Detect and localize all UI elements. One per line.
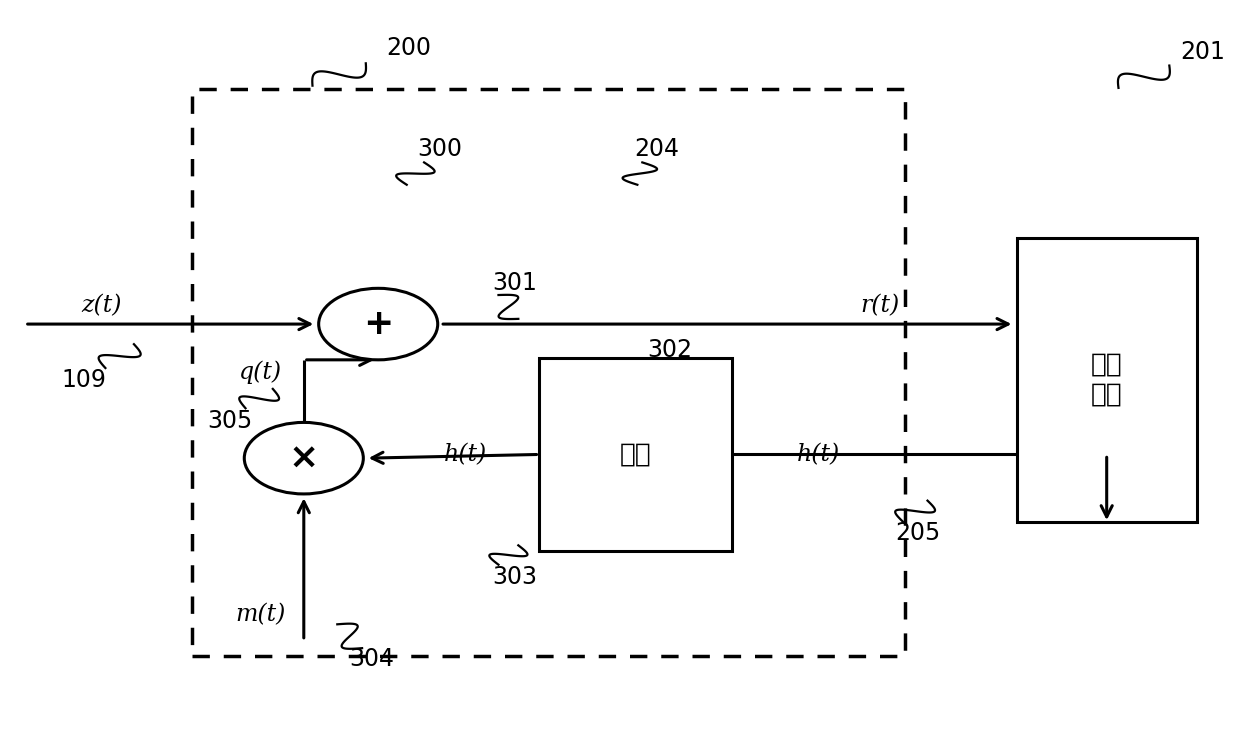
Text: 200: 200: [387, 37, 432, 60]
Text: 205: 205: [895, 521, 940, 545]
Circle shape: [244, 422, 363, 494]
Text: q(t): q(t): [239, 361, 281, 384]
Text: 301: 301: [492, 271, 537, 295]
Text: h(t): h(t): [797, 443, 839, 466]
Bar: [539, 358, 732, 551]
Text: 305: 305: [207, 409, 252, 433]
Bar: [192, 89, 905, 656]
Text: 300: 300: [418, 137, 463, 161]
Text: 模数
转换: 模数 转换: [1091, 352, 1122, 408]
Text: z(t): z(t): [82, 294, 122, 317]
Text: 109: 109: [62, 368, 107, 392]
Text: m(t): m(t): [236, 603, 285, 626]
Text: 303: 303: [492, 565, 537, 589]
Text: h(t): h(t): [444, 443, 486, 466]
Text: 302: 302: [647, 338, 692, 362]
Text: ×: ×: [289, 441, 319, 475]
Text: r(t): r(t): [861, 294, 900, 317]
Text: 201: 201: [1180, 40, 1225, 64]
Text: +: +: [363, 307, 393, 341]
Text: 204: 204: [635, 137, 680, 161]
Bar: [1017, 238, 1197, 522]
Circle shape: [319, 288, 438, 360]
Text: 304: 304: [350, 647, 394, 671]
Text: 时钟: 时钟: [620, 442, 651, 467]
